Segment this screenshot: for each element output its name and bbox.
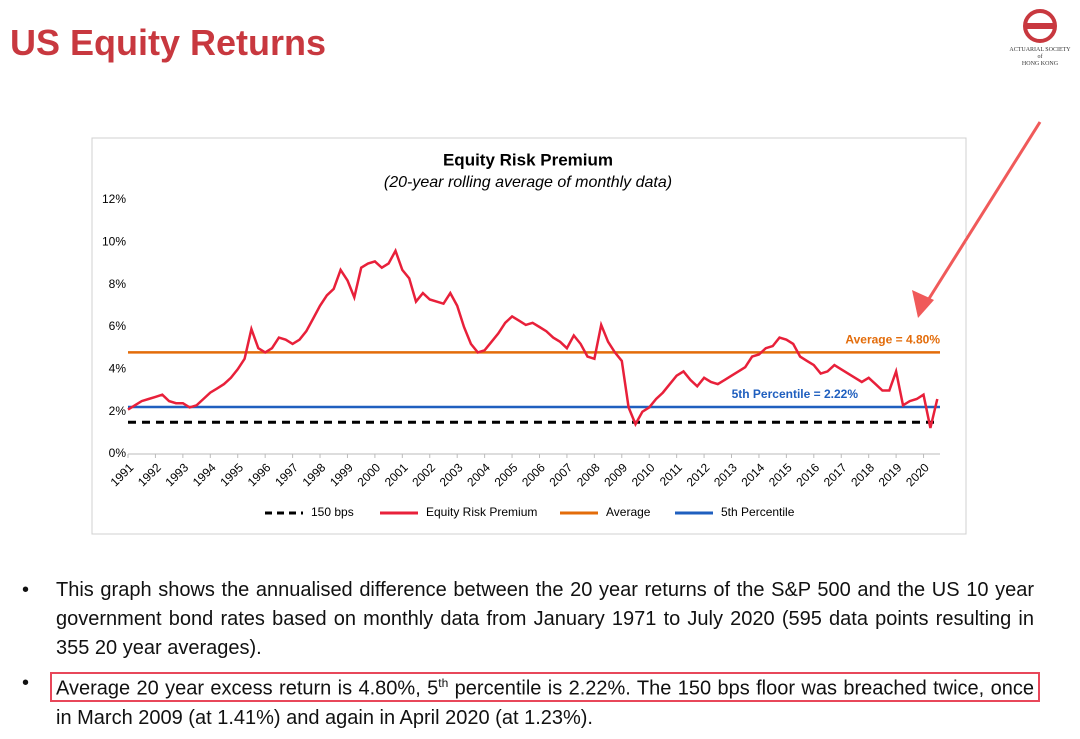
legend-label: 5th Percentile bbox=[721, 505, 795, 519]
arrow bbox=[923, 121, 1042, 306]
annotation: 5th Percentile = 2.22% bbox=[732, 387, 859, 401]
slide-title: US Equity Returns bbox=[10, 22, 327, 63]
y-tick-label: 0% bbox=[109, 446, 127, 460]
legend-label: Equity Risk Premium bbox=[426, 505, 537, 519]
y-tick-label: 12% bbox=[102, 192, 126, 206]
highlight-box bbox=[50, 672, 1040, 702]
bullets: This graph shows the annualised differen… bbox=[22, 576, 1034, 739]
y-tick-label: 2% bbox=[109, 404, 127, 418]
chart-subtitle: (20-year rolling average of monthly data… bbox=[384, 174, 672, 191]
bullet-text: percentile is 2.22%. The 150 bps floor w… bbox=[56, 677, 1034, 729]
bullet: This graph shows the annualised differen… bbox=[22, 576, 1034, 663]
legend-label: 150 bps bbox=[311, 505, 354, 519]
series-line bbox=[127, 247, 939, 429]
annotation: Average = 4.80% bbox=[845, 333, 940, 347]
chart-frame bbox=[91, 137, 967, 535]
logo-icon bbox=[1023, 9, 1057, 43]
y-tick-label: 8% bbox=[109, 277, 127, 291]
chart: Equity Risk Premium (20-year rolling ave… bbox=[91, 121, 1042, 535]
logo: ACTUARIAL SOCIETY of HONG KONG bbox=[1000, 8, 1080, 68]
bullet-text: This graph shows the annualised differen… bbox=[56, 579, 1034, 659]
bullet-text: Average 20 year excess return is 4.80%, … bbox=[56, 677, 439, 700]
y-tick-label: 10% bbox=[102, 235, 126, 249]
y-tick-label: 6% bbox=[109, 319, 127, 333]
superscript: th bbox=[438, 676, 449, 690]
bullet: Average 20 year excess return is 4.80%, … bbox=[22, 669, 1034, 733]
logo-text: of bbox=[1037, 54, 1043, 60]
legend-label: Average bbox=[606, 505, 651, 519]
logo-text: HONG KONG bbox=[1021, 61, 1059, 67]
y-tick-label: 4% bbox=[109, 362, 127, 376]
chart-title: Equity Risk Premium bbox=[443, 150, 613, 169]
arrow-head bbox=[912, 290, 934, 318]
logo-text: ACTUARIAL SOCIETY bbox=[1009, 47, 1071, 53]
